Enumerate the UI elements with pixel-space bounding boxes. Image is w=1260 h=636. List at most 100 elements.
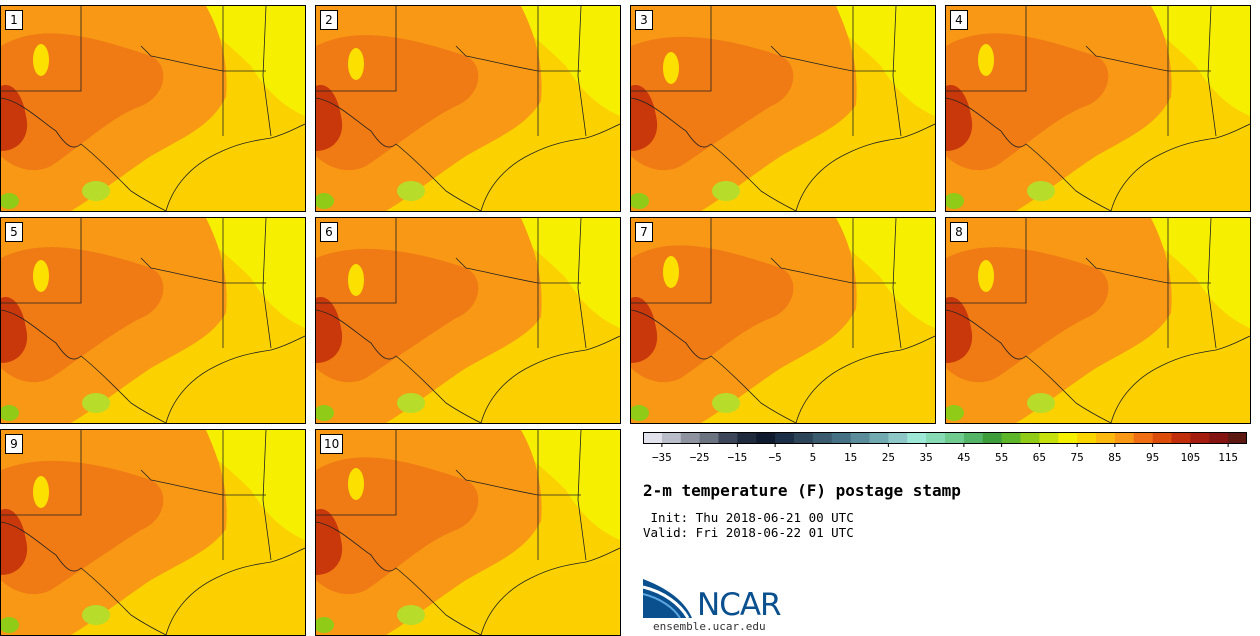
- state-border: [1, 430, 82, 516]
- ensemble-member-panel[interactable]: 4: [945, 5, 1251, 212]
- state-border: [262, 218, 272, 349]
- colorbar-tick-label: −25: [690, 451, 710, 464]
- cool-spot: [316, 617, 334, 633]
- colorbar-swatch: [1190, 432, 1210, 444]
- ncar-logo-icon: [642, 579, 692, 619]
- country-border: [1, 309, 167, 423]
- colorbar-tick-label: 35: [920, 451, 933, 464]
- cool-spot: [33, 260, 49, 292]
- cool-region: [496, 430, 620, 540]
- cool-spot: [82, 181, 110, 201]
- temperature-map: [946, 218, 1250, 423]
- state-border: [140, 469, 224, 496]
- colorbar-tick-label: −15: [727, 451, 747, 464]
- gulf-water: [1111, 348, 1250, 423]
- cool-spot: [33, 476, 49, 508]
- country-border: [1, 97, 167, 211]
- gulf-water: [796, 136, 935, 211]
- state-border: [577, 430, 587, 561]
- ensemble-member-panel[interactable]: 5: [0, 217, 306, 424]
- colorbar-swatch: [643, 432, 663, 444]
- state-border: [770, 45, 854, 72]
- state-border: [1207, 6, 1217, 137]
- colorbar-swatch: [812, 432, 833, 444]
- ensemble-member-panel[interactable]: 3: [630, 5, 936, 212]
- ensemble-member-panel[interactable]: 9: [0, 429, 306, 636]
- colorbar-tick-label: 25: [882, 451, 895, 464]
- cool-spot: [1, 405, 19, 421]
- ensemble-member-panel[interactable]: 10: [315, 429, 621, 636]
- colorbar-swatch: [718, 432, 738, 444]
- state-border: [1207, 218, 1217, 349]
- colorbar-swatch: [1114, 432, 1135, 444]
- cool-spot: [1027, 181, 1055, 201]
- coastline: [795, 335, 935, 423]
- hottest-region: [946, 297, 973, 363]
- colorbar-tick-label: 105: [1180, 451, 1200, 464]
- temperature-colorbar: [643, 432, 1247, 444]
- coastline: [165, 547, 305, 635]
- colorbar-tick-label: 55: [995, 451, 1008, 464]
- coastline: [480, 123, 620, 211]
- ensemble-member-panel[interactable]: 7: [630, 217, 936, 424]
- ensemble-member-panel[interactable]: 2: [315, 5, 621, 212]
- colorbar-swatch: [1228, 432, 1247, 444]
- cool-region: [1126, 6, 1250, 116]
- colorbar-swatch: [831, 432, 852, 444]
- state-border: [316, 6, 397, 92]
- colorbar-tick-label: 65: [1033, 451, 1046, 464]
- state-border: [140, 257, 224, 284]
- ensemble-member-panel[interactable]: 1: [0, 5, 306, 212]
- state-border: [316, 218, 397, 304]
- colorbar-swatch: [963, 432, 984, 444]
- country-border: [631, 309, 797, 423]
- colorbar-tick-label: −5: [769, 451, 782, 464]
- cool-spot: [663, 256, 679, 288]
- hottest-region: [316, 509, 343, 575]
- colorbar-swatch: [1001, 432, 1022, 444]
- ensemble-member-panel[interactable]: 8: [945, 217, 1251, 424]
- ensemble-member-panel[interactable]: 6: [315, 217, 621, 424]
- colorbar-swatch: [907, 432, 927, 444]
- colorbar-swatch: [737, 432, 757, 444]
- temperature-map: [316, 218, 620, 423]
- temperature-map: [1, 6, 305, 211]
- cool-spot: [1, 617, 19, 633]
- cool-spot: [348, 264, 364, 296]
- cool-spot: [712, 393, 740, 413]
- state-border: [316, 430, 397, 516]
- colorbar-swatch: [869, 432, 889, 444]
- colorbar-border: [643, 432, 1247, 444]
- init-time: Init: Thu 2018-06-21 00 UTC: [643, 510, 854, 525]
- gulf-water: [481, 560, 620, 635]
- gulf-water: [166, 560, 305, 635]
- cool-spot: [631, 193, 649, 209]
- cool-region: [496, 218, 620, 328]
- member-label: 4: [950, 10, 968, 30]
- temperature-map: [631, 6, 935, 211]
- cool-spot: [397, 605, 425, 625]
- website-url[interactable]: ensemble.ucar.edu: [653, 620, 766, 633]
- cool-spot: [348, 468, 364, 500]
- state-border: [1085, 45, 1169, 72]
- hottest-region: [316, 297, 343, 363]
- colorbar-tick-label: 15: [844, 451, 857, 464]
- state-border: [262, 6, 272, 137]
- cool-spot: [1, 193, 19, 209]
- colorbar-swatch: [1096, 432, 1116, 444]
- hottest-region: [631, 297, 658, 363]
- coastline: [1110, 335, 1250, 423]
- coastline: [165, 335, 305, 423]
- cool-region: [811, 6, 935, 116]
- country-border: [316, 309, 482, 423]
- colorbar-swatch: [756, 432, 776, 444]
- colorbar-tick-label: 115: [1218, 451, 1238, 464]
- member-label: 1: [5, 10, 23, 30]
- colorbar-tick-label: −35: [652, 451, 672, 464]
- cool-spot: [316, 405, 334, 421]
- cool-region: [181, 430, 305, 540]
- temperature-map: [316, 6, 620, 211]
- colorbar-swatch: [888, 432, 908, 444]
- gulf-water: [166, 136, 305, 211]
- state-border: [770, 257, 854, 284]
